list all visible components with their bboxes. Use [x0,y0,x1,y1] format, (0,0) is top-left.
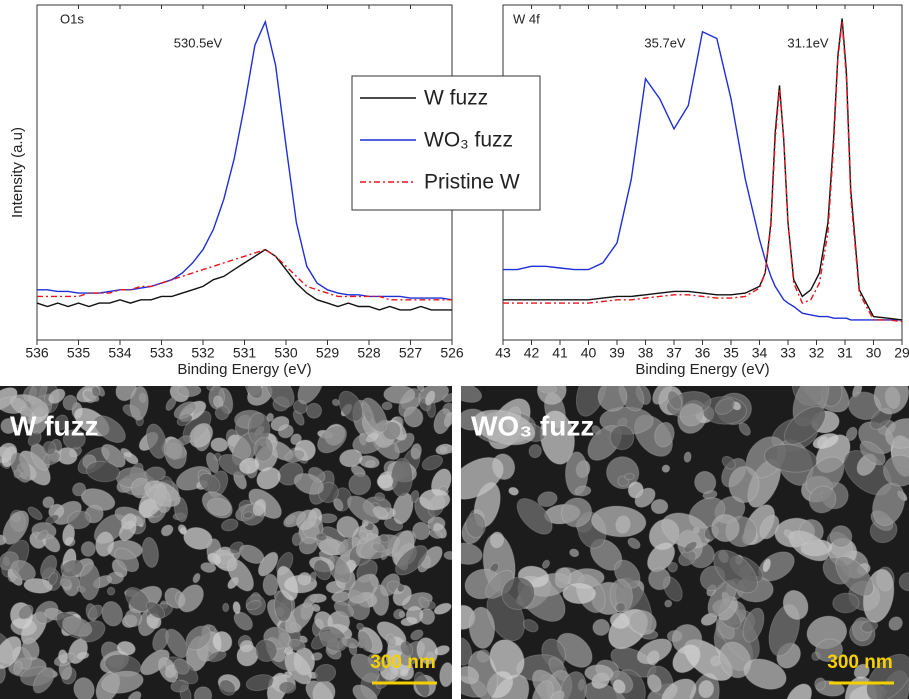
x-tick-label: 31 [837,345,853,361]
x-tick-label: 530 [274,345,298,361]
x-tick-label: 32 [809,345,825,361]
scale-bar-label: 300 nm [827,652,892,673]
x-axis-label: Binding Energy (eV) [177,361,311,378]
series-line [37,250,452,300]
sem-grain [563,583,596,604]
annotation: 35.7eV [644,35,686,50]
y-axis-label: Intensity (a.u) [9,127,26,218]
legend-label: WO₃ fuzz [424,129,513,152]
sem-grain [279,681,296,693]
annotation: 31.1eV [787,35,829,50]
x-tick-label: 529 [316,345,340,361]
x-tick-label: 528 [357,345,381,361]
sem-grain [177,384,200,396]
series-line [503,18,902,320]
sem-grain [624,473,634,480]
sem-grain [263,574,278,595]
sem-image: WO₃ fuzz 300 nm [443,358,909,699]
sem-grain [444,551,456,560]
series-line [503,32,902,320]
x-axis-label: Binding Energy (eV) [635,361,769,378]
x-tick-label: 531 [233,345,257,361]
x-tick-label: 34 [752,345,768,361]
annotation: W 4f [513,11,540,26]
x-tick-label: 30 [866,345,882,361]
annotation: O1s [60,11,84,26]
legend: W fuzz WO₃ fuzz Pristine W [352,76,540,210]
sem-grain [651,499,668,514]
x-tick-label: 42 [524,345,540,361]
x-tick-label: 526 [440,345,464,361]
series-line [37,250,452,310]
sem-grain [399,611,405,618]
sem-label: WO₃ fuzz [471,410,594,441]
x-tick-label: 40 [581,345,597,361]
x-tick-label: 43 [495,345,511,361]
x-tick-label: 33 [780,345,796,361]
sem-grain [384,385,415,403]
sem-grain [79,563,100,600]
annotation: 530.5eV [174,35,223,50]
scale-bar-label: 300 nm [370,652,435,673]
series-line [503,22,902,322]
x-tick-label: 38 [638,345,654,361]
sem-image: W fuzz 300 nm [0,367,458,699]
x-tick-label: 534 [108,345,132,361]
sem-grain [382,402,392,410]
legend-label: W fuzz [424,87,488,110]
plot-frame [503,5,902,340]
x-tick-label: 37 [666,345,682,361]
x-tick-label: 532 [191,345,215,361]
x-tick-label: 35 [723,345,739,361]
x-tick-label: 527 [399,345,423,361]
x-tick-label: 41 [552,345,568,361]
x-tick-label: 39 [609,345,625,361]
x-tick-label: 36 [695,345,711,361]
x-tick-label: 29 [894,345,909,361]
figure: 536 535 534 533 532 531 530 529 528 527 526 Binding… [0,0,909,699]
legend-label: Pristine W [424,171,520,194]
sem-grain [729,466,760,503]
x-tick-label: 535 [67,345,91,361]
sem-grain [419,489,450,510]
x-tick-label: 533 [150,345,174,361]
sem-label: W fuzz [10,410,99,441]
sem-grain [223,603,229,612]
x-tick-label: 536 [25,345,49,361]
